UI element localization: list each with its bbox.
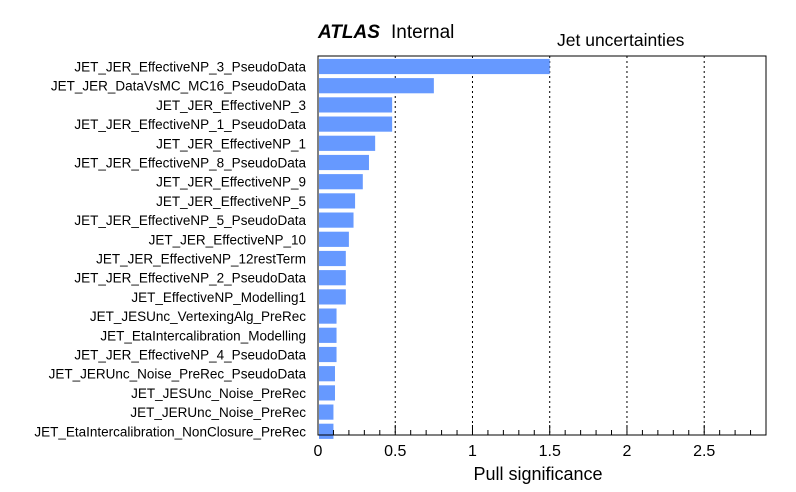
bar bbox=[319, 404, 334, 420]
category-label: JET_JER_EffectiveNP_1_PseudoData bbox=[74, 117, 306, 132]
plot-frame bbox=[317, 55, 767, 436]
category-label: JET_JER_EffectiveNP_5_PseudoData bbox=[74, 213, 306, 228]
category-label: JET_JER_EffectiveNP_12restTerm bbox=[96, 252, 306, 267]
category-label: JET_EtaIntercalibration_NonClosure_PreRe… bbox=[34, 424, 306, 439]
x-tick-label: 0 bbox=[314, 443, 323, 460]
category-label: JET_JER_EffectiveNP_10 bbox=[149, 232, 306, 247]
category-label: JET_JERUnc_Noise_PreRec_PseudoData bbox=[49, 367, 307, 382]
bar bbox=[319, 58, 550, 75]
category-label: JET_JER_EffectiveNP_4_PseudoData bbox=[74, 348, 306, 363]
category-label: JET_JER_EffectiveNP_9 bbox=[156, 175, 306, 190]
category-label: JET_EffectiveNP_Modelling1 bbox=[131, 290, 306, 305]
x-tick-label: 2 bbox=[623, 443, 632, 460]
category-label: JET_JER_EffectiveNP_3_PseudoData bbox=[74, 60, 306, 75]
bars bbox=[319, 58, 550, 439]
x-tick-label: 1.5 bbox=[539, 443, 561, 460]
bar bbox=[319, 135, 376, 151]
status-label: Internal bbox=[391, 22, 454, 43]
bar bbox=[319, 193, 356, 209]
x-axis-ticks: 0 0.5 1 1.5 2 2.5 bbox=[314, 425, 752, 460]
category-label: JET_JESUnc_Noise_PreRec bbox=[131, 386, 306, 401]
category-labels: JET_JER_EffectiveNP_3_PseudoData JET_JER_… bbox=[34, 60, 306, 440]
bar bbox=[319, 174, 363, 190]
bar bbox=[319, 346, 337, 363]
bar bbox=[319, 270, 346, 286]
category-label: JET_JER_EffectiveNP_1 bbox=[156, 136, 306, 151]
bar bbox=[319, 78, 434, 94]
category-label: JET_JER_EffectiveNP_5 bbox=[156, 194, 306, 209]
chart-title: Jet uncertainties bbox=[557, 30, 685, 50]
bar bbox=[319, 366, 335, 382]
category-label: JET_JESUnc_VertexingAlg_PreRec bbox=[90, 309, 306, 324]
bar bbox=[319, 289, 346, 305]
bar bbox=[319, 308, 337, 324]
bar bbox=[319, 327, 337, 343]
category-label: JET_JER_DataVsMC_MC16_PseudoData bbox=[51, 79, 307, 94]
bar bbox=[319, 250, 346, 267]
bar bbox=[319, 231, 349, 247]
chart-header: ATLAS Internal Jet uncertainties bbox=[317, 22, 685, 50]
x-tick-label: 2.5 bbox=[693, 443, 715, 460]
category-label: JET_JER_EffectiveNP_8_PseudoData bbox=[74, 156, 306, 171]
x-tick-label: 1 bbox=[468, 443, 477, 460]
bar bbox=[319, 212, 354, 228]
x-axis-title: Pull significance bbox=[473, 464, 602, 484]
bar bbox=[319, 97, 393, 113]
category-label: JET_JER_EffectiveNP_3 bbox=[156, 98, 306, 113]
bar bbox=[319, 154, 369, 171]
category-label: JET_JERUnc_Noise_PreRec bbox=[130, 405, 306, 420]
experiment-label: ATLAS bbox=[317, 22, 380, 43]
bar bbox=[319, 385, 335, 401]
category-label: JET_EtaIntercalibration_Modelling bbox=[100, 328, 306, 343]
bar bbox=[319, 116, 393, 132]
x-tick-label: 0.5 bbox=[384, 443, 406, 460]
grid-lines bbox=[394, 56, 705, 435]
category-label: JET_JER_EffectiveNP_2_PseudoData bbox=[74, 271, 306, 286]
bar bbox=[319, 423, 334, 439]
